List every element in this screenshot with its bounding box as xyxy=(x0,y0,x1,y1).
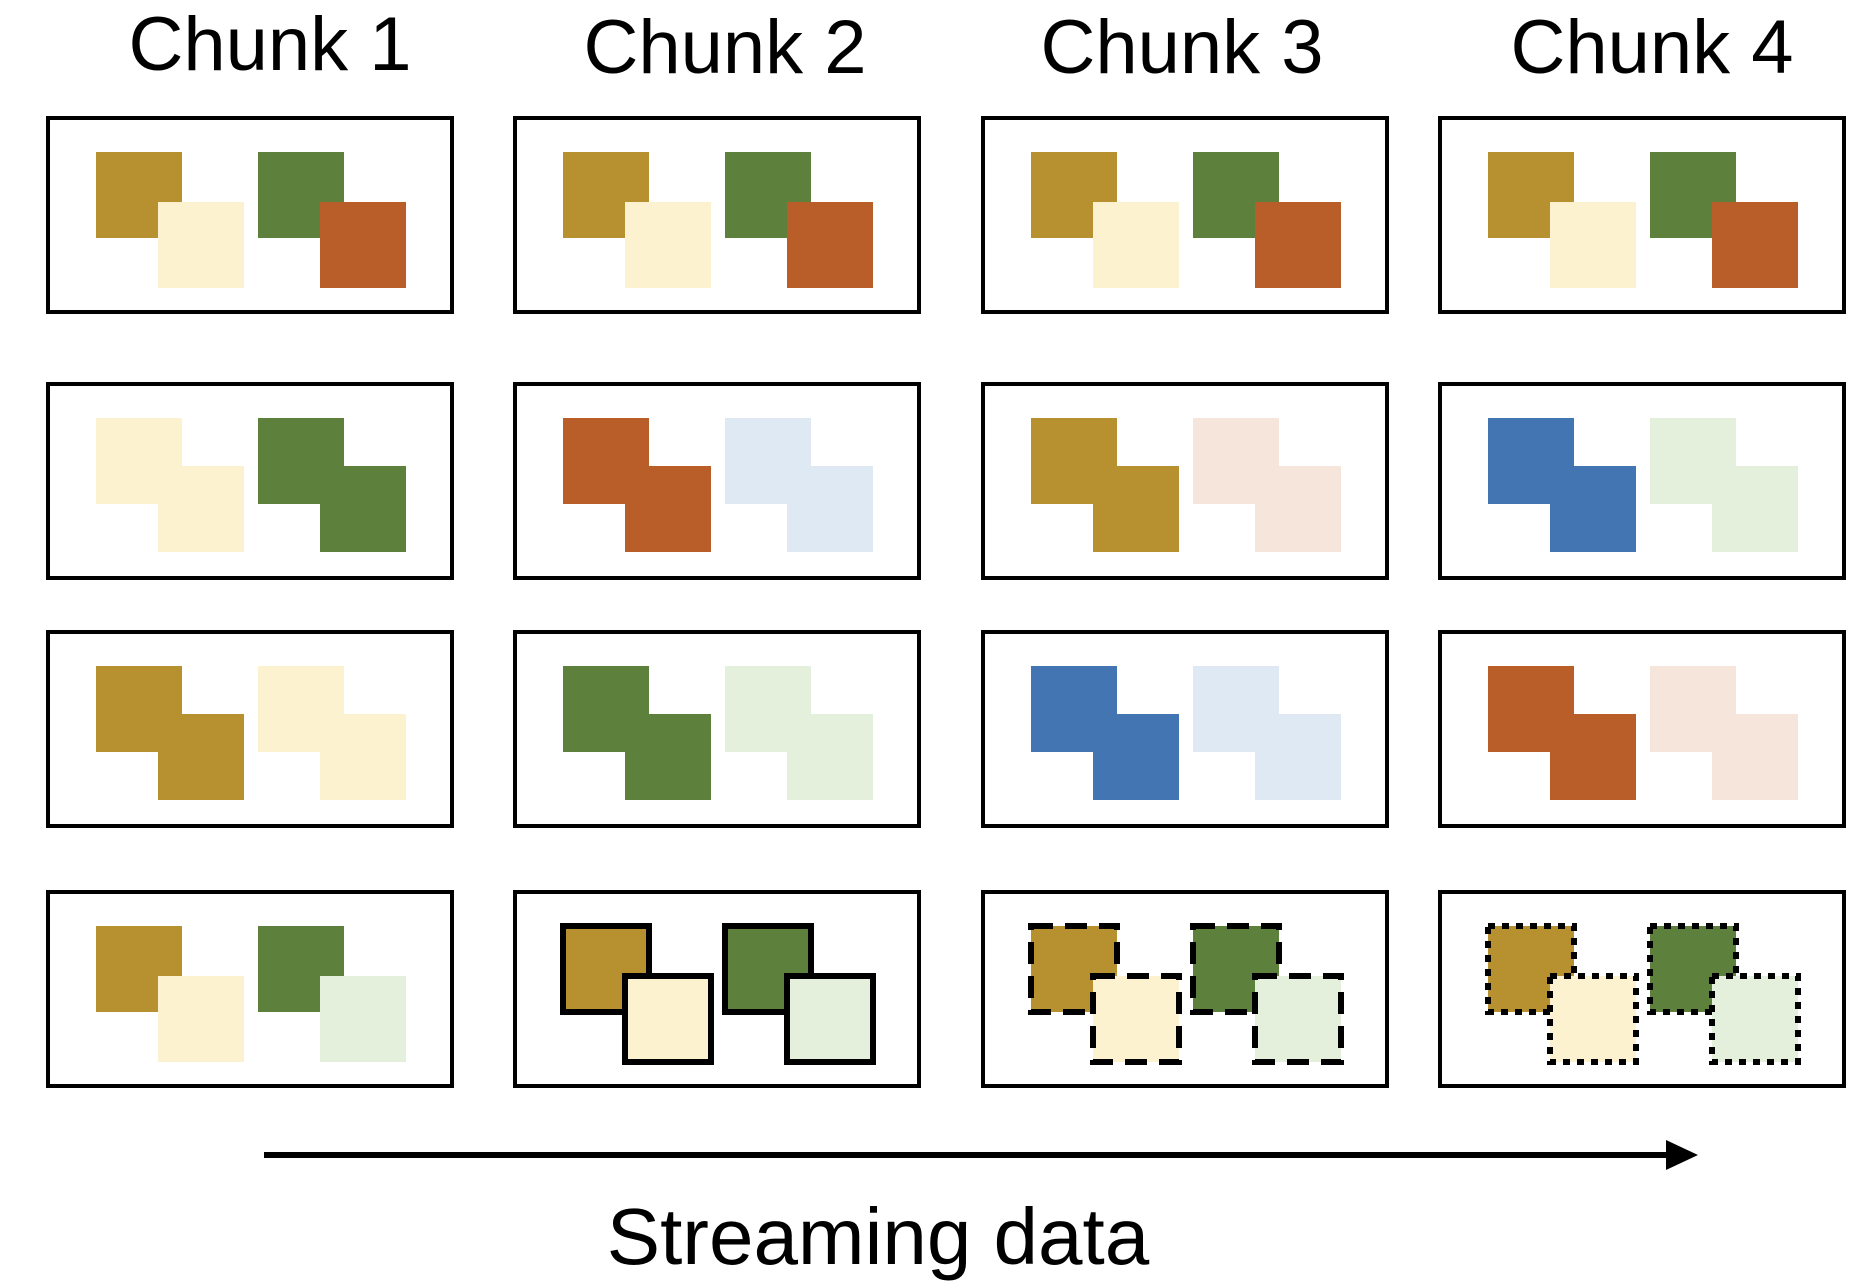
chunk-2-title: Chunk 2 xyxy=(583,5,866,90)
streaming-data-label: Streaming data xyxy=(607,1192,1150,1281)
chunk-1-panel-4-sample-2 xyxy=(158,976,244,1062)
chunk-2-panel-1-sample-4 xyxy=(787,202,873,288)
chunk-4-panel-4-sample-2 xyxy=(1547,973,1639,1065)
chunk-4-panel-1-sample-2 xyxy=(1550,202,1636,288)
chunk-1-panel-1-sample-2 xyxy=(158,202,244,288)
chunk-3-panel-1-sample-4 xyxy=(1255,202,1341,288)
streaming-arrow xyxy=(264,1140,1698,1170)
chunk-2-panel-1-sample-2 xyxy=(625,202,711,288)
chunk-4-panel-3-sample-2 xyxy=(1550,714,1636,800)
chunk-3-panel-4-sample-3 xyxy=(1190,923,1282,1015)
chunk-3-title: Chunk 3 xyxy=(1040,5,1323,90)
chunk-2-panel-4-sample-4 xyxy=(784,973,876,1065)
chunk-3-panel-1-sample-2 xyxy=(1093,202,1179,288)
chunk-1-panel-4-sample-4 xyxy=(320,976,406,1062)
chunk-2-panel-2-sample-2 xyxy=(625,466,711,552)
chunk-2-panel-4-sample-2 xyxy=(622,973,714,1065)
chunk-1-panel-2-sample-4 xyxy=(320,466,406,552)
chunk-1-panel-3-sample-4 xyxy=(320,714,406,800)
chunk-2-panel-3-sample-2 xyxy=(625,714,711,800)
chunk-4-panel-2-sample-4 xyxy=(1712,466,1798,552)
chunk-3-panel-3-sample-4 xyxy=(1255,714,1341,800)
chunk-4-panel-2-sample-2 xyxy=(1550,466,1636,552)
chunk-4-panel-4-sample-4 xyxy=(1709,973,1801,1065)
chunk-1-panel-2-sample-2 xyxy=(158,466,244,552)
chunk-2-panel-3-sample-4 xyxy=(787,714,873,800)
arrow-head-icon xyxy=(1666,1140,1698,1170)
chunk-1-title: Chunk 1 xyxy=(128,2,411,87)
chunk-3-panel-3-sample-2 xyxy=(1093,714,1179,800)
chunk-3-panel-2-sample-2 xyxy=(1093,466,1179,552)
chunk-4-panel-3-sample-4 xyxy=(1712,714,1798,800)
panel-grid xyxy=(46,116,1846,1088)
chunk-3-panel-2-sample-4 xyxy=(1255,466,1341,552)
chunk-2-panel-2-sample-4 xyxy=(787,466,873,552)
chunk-4-panel-1-sample-4 xyxy=(1712,202,1798,288)
chunk-3-panel-4-sample-2 xyxy=(1090,973,1182,1065)
chunk-1-panel-3-sample-2 xyxy=(158,714,244,800)
chunk-4-title: Chunk 4 xyxy=(1510,5,1793,90)
chunk-3-panel-4-sample-4 xyxy=(1252,973,1344,1065)
chunk-1-panel-1-sample-4 xyxy=(320,202,406,288)
chunk-4-panel-4-sample-1 xyxy=(1485,923,1577,1015)
